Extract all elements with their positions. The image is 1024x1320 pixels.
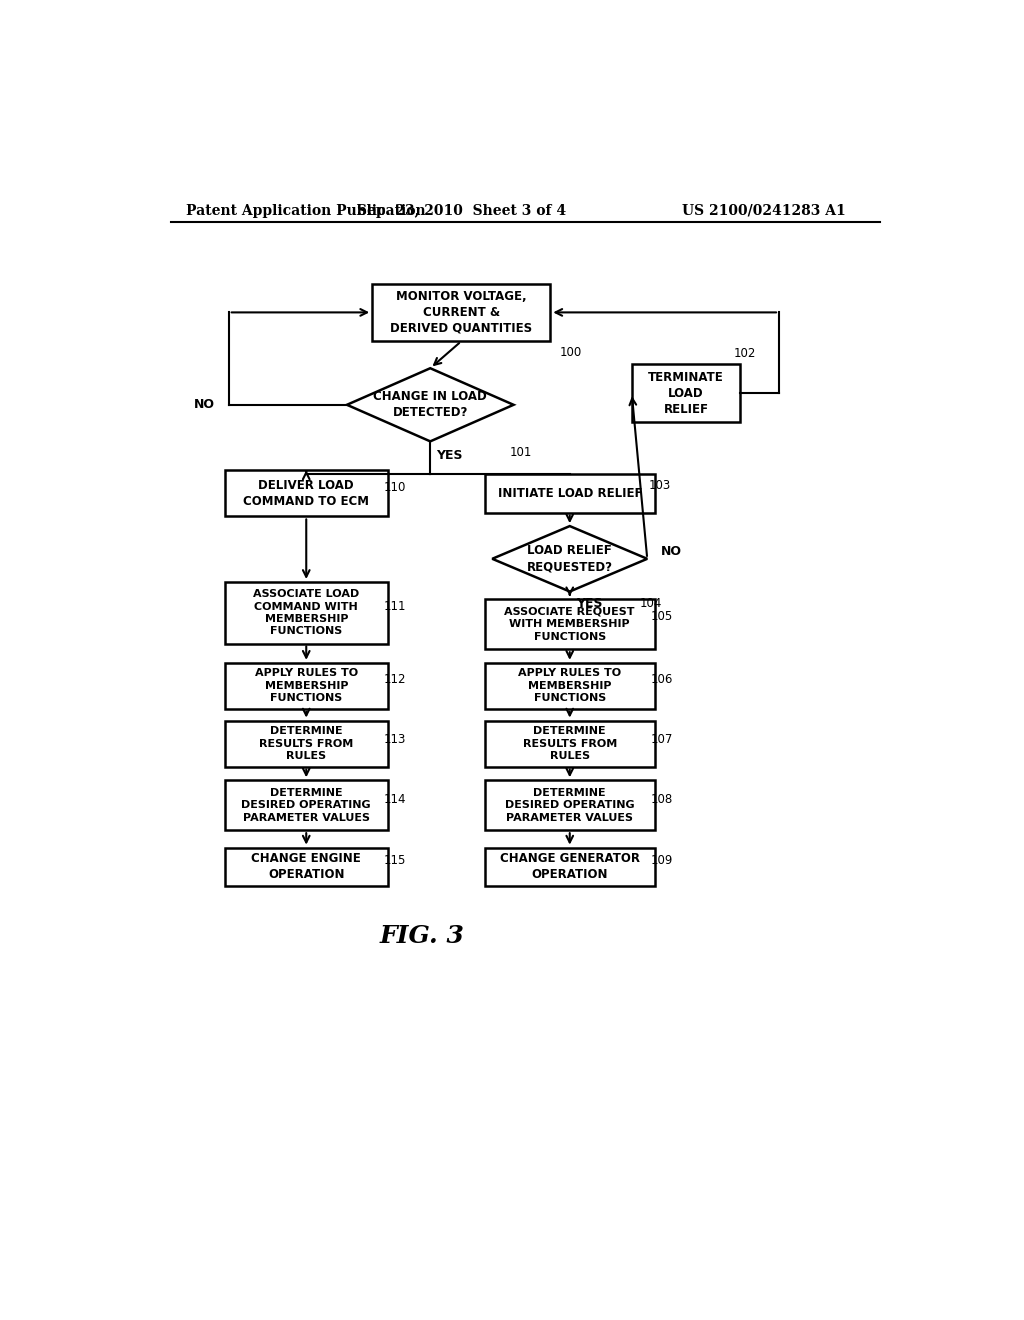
Text: 114: 114 <box>384 792 407 805</box>
Polygon shape <box>493 527 647 591</box>
Text: 104: 104 <box>640 598 662 610</box>
FancyBboxPatch shape <box>484 663 655 709</box>
Text: APPLY RULES TO
MEMBERSHIP
FUNCTIONS: APPLY RULES TO MEMBERSHIP FUNCTIONS <box>255 668 357 704</box>
Text: 115: 115 <box>384 854 407 867</box>
Polygon shape <box>347 368 514 441</box>
Text: 102: 102 <box>734 347 757 360</box>
Text: 106: 106 <box>651 673 674 686</box>
Text: TERMINATE
LOAD
RELIEF: TERMINATE LOAD RELIEF <box>648 371 724 416</box>
Text: CHANGE GENERATOR
OPERATION: CHANGE GENERATOR OPERATION <box>500 853 640 882</box>
FancyBboxPatch shape <box>632 364 740 422</box>
FancyBboxPatch shape <box>225 780 388 830</box>
Text: 101: 101 <box>510 446 532 458</box>
Text: ASSOCIATE REQUEST
WITH MEMBERSHIP
FUNCTIONS: ASSOCIATE REQUEST WITH MEMBERSHIP FUNCTI… <box>505 607 635 642</box>
FancyBboxPatch shape <box>484 780 655 830</box>
Text: 110: 110 <box>384 480 407 494</box>
Text: 113: 113 <box>384 733 407 746</box>
Text: DETERMINE
RESULTS FROM
RULES: DETERMINE RESULTS FROM RULES <box>259 726 353 762</box>
Text: US 2100/0241283 A1: US 2100/0241283 A1 <box>682 203 846 218</box>
Text: APPLY RULES TO
MEMBERSHIP
FUNCTIONS: APPLY RULES TO MEMBERSHIP FUNCTIONS <box>518 668 622 704</box>
Text: 107: 107 <box>651 733 674 746</box>
Text: DETERMINE
DESIRED OPERATING
PARAMETER VALUES: DETERMINE DESIRED OPERATING PARAMETER VA… <box>505 788 635 822</box>
Text: 105: 105 <box>651 610 674 623</box>
Text: NO: NO <box>194 399 215 412</box>
Text: 100: 100 <box>560 346 582 359</box>
Text: INITIATE LOAD RELIEF: INITIATE LOAD RELIEF <box>498 487 642 500</box>
FancyBboxPatch shape <box>225 721 388 767</box>
FancyBboxPatch shape <box>225 582 388 644</box>
Text: DELIVER LOAD
COMMAND TO ECM: DELIVER LOAD COMMAND TO ECM <box>244 479 370 508</box>
Text: ASSOCIATE LOAD
COMMAND WITH
MEMBERSHIP
FUNCTIONS: ASSOCIATE LOAD COMMAND WITH MEMBERSHIP F… <box>253 589 359 636</box>
Text: CHANGE IN LOAD
DETECTED?: CHANGE IN LOAD DETECTED? <box>374 391 487 420</box>
FancyBboxPatch shape <box>484 847 655 886</box>
Text: DETERMINE
DESIRED OPERATING
PARAMETER VALUES: DETERMINE DESIRED OPERATING PARAMETER VA… <box>242 788 371 822</box>
Text: YES: YES <box>436 449 463 462</box>
Text: YES: YES <box>575 598 602 610</box>
Text: MONITOR VOLTAGE,
CURRENT &
DERIVED QUANTITIES: MONITOR VOLTAGE, CURRENT & DERIVED QUANT… <box>390 290 532 335</box>
Text: 108: 108 <box>651 792 674 805</box>
FancyBboxPatch shape <box>225 470 388 516</box>
Text: 103: 103 <box>649 479 671 492</box>
FancyBboxPatch shape <box>372 284 550 342</box>
FancyBboxPatch shape <box>225 663 388 709</box>
FancyBboxPatch shape <box>484 721 655 767</box>
Text: Patent Application Publication: Patent Application Publication <box>186 203 426 218</box>
Text: 112: 112 <box>384 673 407 686</box>
Text: 111: 111 <box>384 601 407 612</box>
FancyBboxPatch shape <box>225 847 388 886</box>
Text: FIG. 3: FIG. 3 <box>380 924 465 948</box>
FancyBboxPatch shape <box>484 599 655 649</box>
Text: Sep. 23, 2010  Sheet 3 of 4: Sep. 23, 2010 Sheet 3 of 4 <box>356 203 566 218</box>
Text: LOAD RELIEF
REQUESTED?: LOAD RELIEF REQUESTED? <box>526 544 612 573</box>
Text: NO: NO <box>662 545 682 557</box>
Text: CHANGE ENGINE
OPERATION: CHANGE ENGINE OPERATION <box>251 853 361 882</box>
Text: DETERMINE
RESULTS FROM
RULES: DETERMINE RESULTS FROM RULES <box>522 726 616 762</box>
Text: 109: 109 <box>651 854 674 867</box>
FancyBboxPatch shape <box>484 474 655 512</box>
